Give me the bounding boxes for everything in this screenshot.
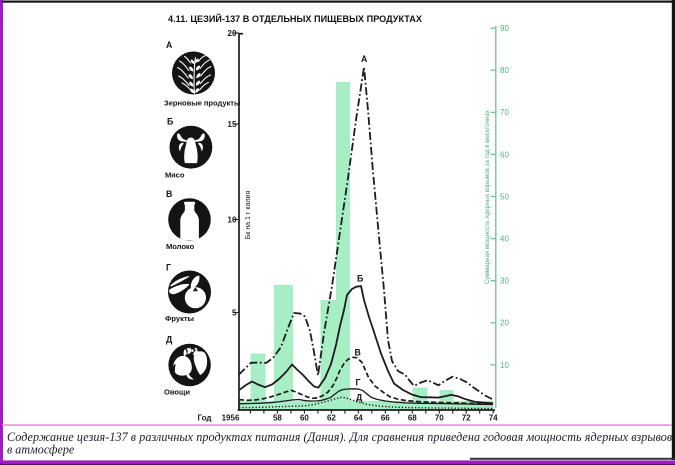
svg-text:68: 68 <box>408 414 417 423</box>
svg-text:в атмосфере: в атмосфере <box>7 442 75 456</box>
svg-text:20: 20 <box>227 29 237 38</box>
svg-text:64: 64 <box>354 414 363 423</box>
svg-text:40: 40 <box>500 235 509 244</box>
svg-text:5: 5 <box>232 309 237 318</box>
svg-text:80: 80 <box>500 66 509 75</box>
svg-text:Г: Г <box>166 263 171 273</box>
svg-text:Г: Г <box>356 378 361 388</box>
svg-text:Бк на 1 г калия: Бк на 1 г калия <box>245 191 252 240</box>
svg-text:А: А <box>361 54 368 64</box>
svg-text:Мясо: Мясо <box>165 171 185 180</box>
svg-text:Содержание цезия-137 в различн: Содержание цезия-137 в различных продукт… <box>7 430 673 444</box>
svg-text:66: 66 <box>381 414 390 423</box>
svg-text:20: 20 <box>500 319 509 328</box>
svg-text:В: В <box>355 348 361 358</box>
svg-text:60: 60 <box>300 414 309 423</box>
svg-text:Б: Б <box>167 117 174 127</box>
svg-text:А: А <box>166 40 173 50</box>
svg-text:10: 10 <box>500 361 509 370</box>
svg-text:90: 90 <box>500 24 509 33</box>
svg-text:30: 30 <box>500 277 509 286</box>
svg-text:1956: 1956 <box>222 414 240 423</box>
svg-text:60: 60 <box>500 151 509 160</box>
svg-text:10: 10 <box>227 216 237 225</box>
svg-text:Зерновые продукты: Зерновые продукты <box>164 99 240 108</box>
svg-text:70: 70 <box>500 108 509 117</box>
svg-text:Молоко: Молоко <box>166 242 195 251</box>
svg-text:В: В <box>166 189 172 199</box>
svg-text:Овощи: Овощи <box>164 388 190 397</box>
svg-text:72: 72 <box>462 414 471 423</box>
svg-text:Год: Год <box>198 414 212 423</box>
svg-text:4.11. ЦЕЗИЙ-137 В ОТДЕЛЬНЫХ ПИ: 4.11. ЦЕЗИЙ-137 В ОТДЕЛЬНЫХ ПИЩЕВЫХ ПРОД… <box>168 13 422 24</box>
svg-text:15: 15 <box>227 120 237 129</box>
svg-text:Фрукты: Фрукты <box>165 314 194 323</box>
svg-text:Суммарная мощность ядерных взр: Суммарная мощность ядерных взрывов за го… <box>484 109 491 284</box>
svg-text:74: 74 <box>489 414 498 423</box>
svg-text:Б: Б <box>357 274 364 284</box>
svg-text:Д: Д <box>166 335 173 345</box>
svg-text:Д: Д <box>356 393 363 403</box>
svg-text:70: 70 <box>435 414 444 423</box>
svg-text:50: 50 <box>500 193 509 202</box>
svg-text:58: 58 <box>273 414 282 423</box>
svg-text:62: 62 <box>327 414 336 423</box>
